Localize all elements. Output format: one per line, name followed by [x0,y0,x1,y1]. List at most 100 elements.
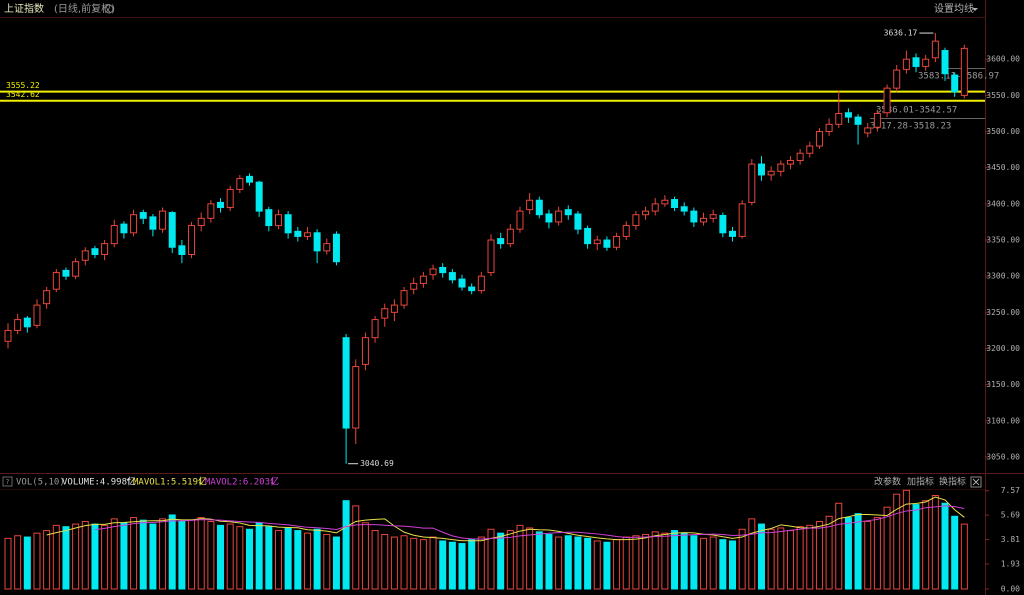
candle-body [564,209,572,216]
y-tick-label: 1.93 [1001,559,1020,568]
volume-bar [303,532,311,590]
candle-body [574,213,582,230]
candle-body [197,217,205,227]
volume-bar [873,517,881,590]
volume-bar [516,524,524,590]
volume-bar [265,526,273,590]
volume-bar [207,520,215,590]
candle-body [236,178,244,190]
close-button[interactable] [970,476,982,488]
volume-bar [893,493,901,590]
y-tick-label: 3100.00 [986,416,1020,425]
volume-bar [786,530,794,590]
candle-body [854,116,862,125]
candle-body [477,275,485,292]
settings-icon[interactable] [104,4,114,14]
volume-bar [52,524,60,590]
volume-bar [864,520,872,590]
candle-body [960,47,968,96]
volume-bar [448,541,456,590]
candle-body [487,239,495,274]
volume-bar [729,540,736,590]
candle-body [806,145,814,154]
candle-body [873,112,881,128]
y-tick-label: 7.57 [1001,486,1020,495]
candle-body [448,272,456,281]
candle-body [796,152,804,161]
close-icon[interactable] [972,478,980,486]
y-tick-label: 5.69 [1001,511,1020,520]
range-label: 3536.01-3542.57 [876,106,957,116]
volume-bar [91,523,99,590]
volume-bar [33,532,41,590]
volume-bar [332,536,340,590]
volume-bar [555,536,563,590]
mavol1-legend: MAVOL1:5.519亿 [133,476,207,488]
candle-body [342,337,350,429]
volume-bar [632,535,640,590]
volume-bar [622,536,630,590]
candle-body [757,163,765,176]
ma-button[interactable]: 设置均线 [934,2,974,15]
candle-body [168,212,176,248]
candle-body [458,278,466,288]
volume-bar [487,528,495,590]
candle-body [632,214,640,227]
volume-bar [593,540,601,590]
candle-body [516,210,524,230]
volume-bar [188,519,196,590]
candle-body [661,199,669,205]
candle-body [719,214,727,234]
candle-body [352,366,360,429]
mavol2-legend: MAVOL2:6.203亿 [205,476,279,488]
high-label: 3636.17 [884,29,918,38]
volume-bar [767,528,775,590]
volume-bar [72,523,80,590]
help-icon[interactable] [2,476,13,487]
dropdown-icon[interactable] [972,8,978,11]
candle-body [390,304,398,313]
y-tick-label: 3450.00 [986,163,1020,172]
candle-body [844,112,852,118]
y-tick-label: 3050.00 [986,452,1020,461]
indicator-button[interactable]: 换指标 [939,476,966,488]
candle-body [217,201,225,208]
y-tick-label: 3300.00 [986,272,1020,281]
volume-bar [815,520,823,590]
volume-bar [690,535,698,590]
volume-bar [931,494,939,590]
volume-bar [661,532,669,590]
volume-bar [342,500,350,590]
index-title: 上证指数 [4,2,44,15]
volume-bar [642,533,650,590]
indicator-button[interactable]: 加指标 [907,476,934,488]
volume-bar [796,526,804,590]
volume-bar [14,535,22,590]
volume-bar [439,540,447,590]
candle-body [178,245,186,255]
candle-body [332,233,340,263]
volume-bar [912,504,920,590]
volume-bar [709,536,717,590]
indicator-button[interactable]: 改参数 [874,476,901,488]
candle-body [23,317,31,328]
volume-bar [323,533,331,590]
volume-bar [584,537,592,590]
volume-bar [835,502,843,590]
help-mark[interactable]: ? [6,478,10,486]
candle-body [815,131,823,147]
candle-body [255,181,263,212]
candle-body [864,127,872,134]
candle-body [284,214,292,234]
candle-body [555,210,563,223]
candle-body [381,308,389,319]
candle-body [883,87,891,114]
candle-body [188,225,196,255]
candle-body [14,319,22,331]
volume-bar [757,523,765,590]
candle-body [506,228,514,245]
candle-body [497,238,505,245]
candle-body [931,40,939,59]
volume-bar [825,515,833,590]
